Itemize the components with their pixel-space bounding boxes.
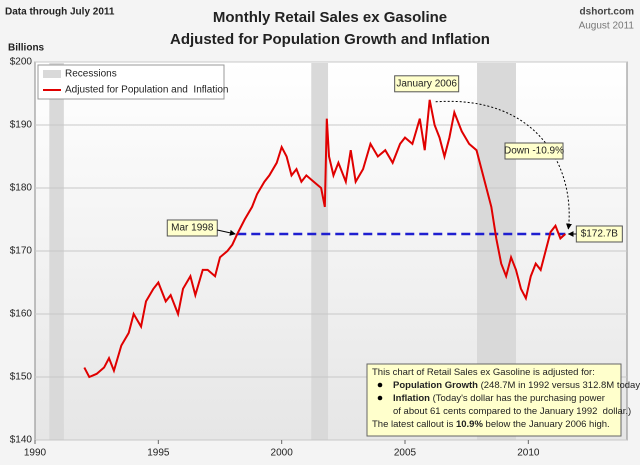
annotation-peak-box <box>394 75 460 93</box>
note-line: This chart of Retail Sales ex Gasoline i… <box>372 367 595 378</box>
legend: Recessions Adjusted for Population and In… <box>37 64 228 100</box>
chart-subtitle: Adjusted for Population Growth and Infla… <box>170 31 490 48</box>
source: dshort.com <box>580 7 635 18</box>
bullet <box>377 382 383 388</box>
bullet <box>377 395 383 401</box>
y-tick-label: $150 <box>10 372 33 383</box>
note-text: of about 61 cents compared to the Januar… <box>393 406 631 417</box>
note-text: Population Growth <box>393 380 478 391</box>
x-tick-label: 1990 <box>24 448 47 459</box>
header-left: Data through July 2011 <box>5 7 115 18</box>
y-tick-label: $160 <box>10 309 33 320</box>
legend-swatch <box>43 70 61 78</box>
note-text: (Today's dollar has the purchasing power <box>430 393 605 404</box>
note-line: of about 61 cents compared to the Januar… <box>393 406 631 417</box>
annotation-start: Mar 1998 <box>171 223 214 234</box>
note-text: below the January 2006 high. <box>483 419 610 430</box>
legend-label: Adjusted for Population and Inflation <box>65 85 228 96</box>
annotation-peak: January 2006 <box>396 78 457 89</box>
y-tick-label: $190 <box>10 120 33 131</box>
x-tick-label: 2005 <box>394 448 417 459</box>
note-text: (248.7M in 1992 versus 312.8M today) <box>478 380 640 391</box>
x-tick-label: 1995 <box>147 448 170 459</box>
annotation-start-box <box>166 219 218 237</box>
legend-box <box>37 64 225 100</box>
chart-title: Monthly Retail Sales ex Gasoline <box>213 9 447 26</box>
y-tick-label: $200 <box>10 57 33 68</box>
y-tick-label: $180 <box>10 183 33 194</box>
note-text: 10.9% <box>456 419 483 430</box>
x-tick-label: 2000 <box>271 448 294 459</box>
reference-label: $172.7B <box>581 229 619 240</box>
note-line: Inflation (Today's dollar has the purcha… <box>393 393 605 404</box>
data-line <box>83 99 566 379</box>
annotation-change-box <box>504 142 564 160</box>
annotation-change: Down -10.9% <box>504 146 564 157</box>
x-tick-label: 2010 <box>517 448 540 459</box>
note-text: Inflation <box>393 393 430 404</box>
date: August 2011 <box>579 21 635 32</box>
note-text: This chart of Retail Sales ex Gasoline i… <box>372 367 595 378</box>
y-axis-label: Billions <box>8 43 45 54</box>
note-line: Population Growth (248.7M in 1992 versus… <box>393 380 640 391</box>
y-tick-label: $140 <box>10 435 33 446</box>
note-text: The latest callout is <box>372 419 456 430</box>
legend-label: Recessions <box>65 69 117 80</box>
arrow <box>217 229 236 236</box>
note-box <box>366 363 622 437</box>
y-tick-label: $170 <box>10 246 33 257</box>
note-line: The latest callout is 10.9% below the Ja… <box>372 419 610 430</box>
